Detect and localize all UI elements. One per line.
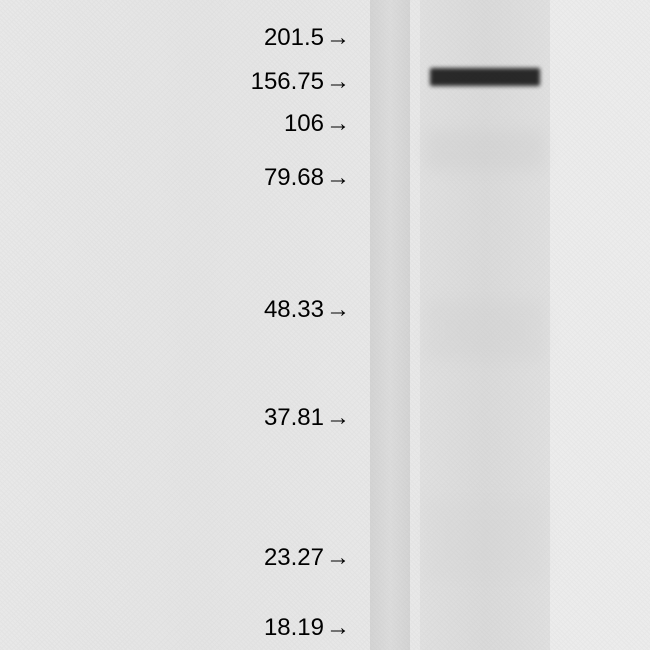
- mw-marker-value: 201.5: [264, 24, 324, 52]
- mw-marker-156-75: 156.75→: [251, 68, 350, 96]
- background-smear: [425, 300, 545, 360]
- arrow-right-icon: →: [326, 164, 350, 192]
- mw-marker-value: 79.68: [264, 164, 324, 192]
- mw-marker-23-27: 23.27→: [264, 544, 350, 572]
- western-blot-image: 201.5→156.75→106→79.68→48.33→37.81→23.27…: [0, 0, 650, 650]
- mw-marker-37-81: 37.81→: [264, 404, 350, 432]
- mw-marker-value: 18.19: [264, 614, 324, 642]
- background-smear: [425, 130, 545, 170]
- arrow-right-icon: →: [326, 68, 350, 96]
- mw-marker-value: 48.33: [264, 296, 324, 324]
- arrow-right-icon: →: [326, 544, 350, 572]
- mw-marker-value: 106: [284, 110, 324, 138]
- arrow-right-icon: →: [326, 296, 350, 324]
- mw-marker-value: 23.27: [264, 544, 324, 572]
- arrow-right-icon: →: [326, 24, 350, 52]
- mw-marker-201-5: 201.5→: [264, 24, 350, 52]
- mw-marker-18-19: 18.19→: [264, 614, 350, 642]
- arrow-right-icon: →: [326, 404, 350, 432]
- mw-marker-value: 37.81: [264, 404, 324, 432]
- mw-marker-79-68: 79.68→: [264, 164, 350, 192]
- background-smear: [425, 500, 545, 580]
- mw-marker-value: 156.75: [251, 68, 324, 96]
- protein-band: [430, 68, 540, 86]
- mw-marker-48-33: 48.33→: [264, 296, 350, 324]
- arrow-right-icon: →: [326, 110, 350, 138]
- arrow-right-icon: →: [326, 614, 350, 642]
- mw-marker-106: 106→: [284, 110, 350, 138]
